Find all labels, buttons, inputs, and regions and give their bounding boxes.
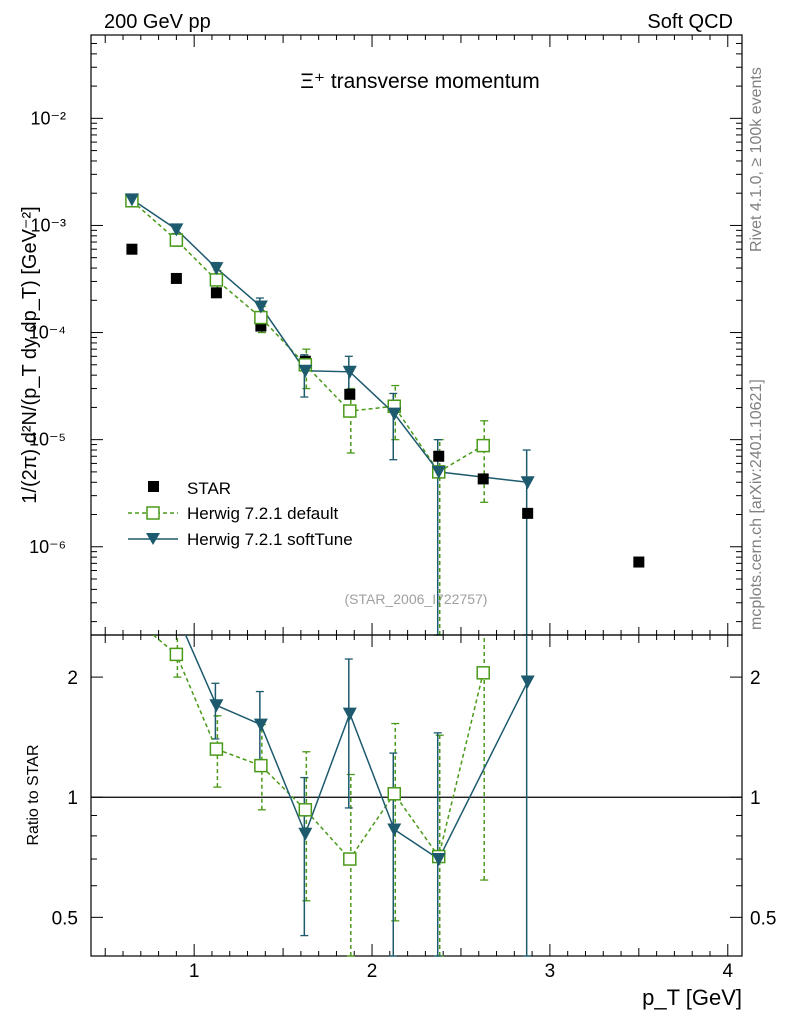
main-series — [124, 193, 645, 636]
series-line — [152, 635, 484, 861]
softtune-marker — [520, 675, 535, 689]
ratio-y-tick-label: 1 — [67, 788, 78, 809]
x-tick-label: 3 — [545, 961, 556, 982]
analysis-watermark: (STAR_2006_I722757) — [345, 591, 488, 607]
softtune-marker — [298, 827, 313, 841]
x-tick-label: 4 — [722, 961, 733, 982]
legend-softtune-marker — [146, 533, 160, 545]
softtune-marker — [342, 707, 357, 721]
main-y-axis-label: 1/(2π) d²N/(p_T dy dp_T) [GeV⁻²] — [19, 206, 41, 503]
default-marker — [476, 438, 490, 453]
star-marker — [210, 287, 222, 299]
star-marker — [522, 507, 534, 519]
ratio-ticks — [91, 635, 742, 956]
default-marker — [209, 742, 224, 756]
star-marker — [255, 320, 267, 332]
default-marker — [343, 404, 357, 418]
legend-star-label: STAR — [187, 479, 231, 498]
main-y-tick-label: 10⁻⁴ — [29, 323, 66, 343]
main-y-tick-label: 10⁻⁶ — [29, 537, 66, 557]
main-y-tick-label: 10⁻³ — [30, 215, 66, 235]
main-panel: Ξ⁺ transverse momentum (STAR_2006_I72275… — [19, 34, 743, 636]
ratio-y-tick-label: 2 — [67, 668, 78, 689]
softtune-marker — [169, 223, 184, 237]
softtune-marker — [124, 193, 139, 207]
default-marker — [387, 787, 402, 801]
x-tick-label: 1 — [189, 961, 200, 982]
ratio-panel: Ratio to STAR 2 2 1 1 0.5 0.5 1 2 3 4 p_T [GeV] — [25, 634, 777, 1010]
default-marker — [254, 758, 268, 773]
star-marker — [633, 556, 645, 568]
softtune-marker — [253, 718, 268, 732]
header-energy: 200 GeV pp — [104, 11, 211, 33]
default-marker — [298, 803, 313, 817]
softtune-marker — [387, 823, 402, 837]
star-marker — [170, 272, 182, 284]
ratio-y-tick-label-right: 0.5 — [750, 908, 776, 929]
main-y-tick-label: 10⁻⁵ — [29, 430, 66, 450]
x-axis-label: p_T [GeV] — [642, 985, 742, 1010]
ratio-y-tick-label-right: 2 — [750, 668, 761, 689]
star-marker — [477, 473, 489, 485]
softtune-marker — [431, 853, 446, 867]
softtune-marker — [253, 300, 268, 314]
softtune-marker — [209, 699, 224, 713]
star-marker — [126, 243, 138, 255]
softtune-marker — [342, 365, 357, 379]
softtune-marker — [298, 364, 313, 378]
header-category: Soft QCD — [647, 11, 733, 33]
main-y-tick-label: 10⁻² — [30, 108, 66, 128]
ratio-y-tick-label: 0.5 — [52, 908, 78, 929]
softtune-marker — [520, 476, 535, 490]
default-marker — [343, 852, 357, 866]
default-marker — [476, 666, 490, 680]
main-plot-title: Ξ⁺ transverse momentum — [300, 70, 539, 93]
default-marker — [169, 647, 184, 662]
legend-softtune-label: Herwig 7.2.1 softTune — [187, 530, 353, 549]
softtune-marker — [431, 465, 446, 479]
default-marker — [209, 273, 224, 287]
star-marker — [344, 388, 356, 400]
x-tick-label: 2 — [367, 961, 378, 982]
legend-default-marker — [146, 506, 160, 520]
legend-default-label: Herwig 7.2.1 default — [187, 504, 338, 523]
x-tick-labels: 1 2 3 4 — [189, 961, 734, 982]
legend: STAR Herwig 7.2.1 default Herwig 7.2.1 s… — [128, 479, 353, 549]
softtune-marker — [209, 262, 224, 276]
legend-star-marker — [148, 481, 159, 492]
main-y-tick-labels: 10⁻² 10⁻³ 10⁻⁴ 10⁻⁵ 10⁻⁶ — [29, 108, 66, 556]
side-label-mcplots: mcplots.cern.ch [arXiv:2401.10621] — [748, 379, 765, 630]
series-line — [131, 200, 484, 473]
side-label-rivet: Rivet 4.1.0, ≥ 100k events — [748, 67, 765, 252]
softtune-marker — [387, 407, 402, 421]
ratio-plot-frame — [90, 634, 743, 957]
ratio-y-axis-label: Ratio to STAR — [25, 744, 42, 845]
ratio-y-tick-label-right: 1 — [750, 788, 761, 809]
main-ticks — [91, 34, 742, 635]
ratio-y-tick-labels: 2 2 1 1 0.5 0.5 — [52, 668, 777, 929]
series-line — [131, 198, 528, 484]
ratio-series — [152, 635, 535, 957]
star-marker — [433, 450, 445, 462]
